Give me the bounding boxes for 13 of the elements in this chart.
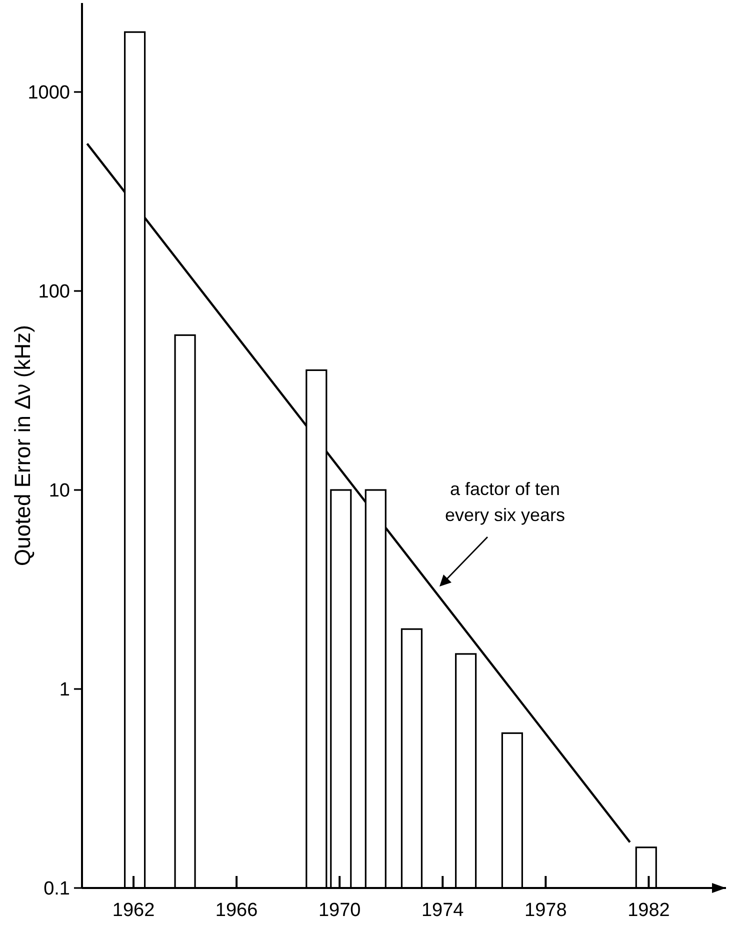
x-tick-label: 1966 [215,900,258,921]
x-tick-label: 1962 [112,900,155,921]
y-tick-label: 100 [38,282,70,303]
x-tick-label: 1982 [628,900,670,921]
annotation: a factor of ten every six years [444,479,566,525]
y-axis-title: Quoted Error in Δν (kHz) [10,325,35,566]
y-tick-label: 1 [59,680,70,701]
x-tick-label: 1970 [318,900,361,921]
y-tick-label: 10 [48,480,70,502]
y-tick-label: 0.1 [44,878,70,900]
y-tick-label: 1000 [28,82,70,104]
x-tick-label: 1974 [422,900,464,921]
x-tick-label: 1978 [524,900,567,921]
